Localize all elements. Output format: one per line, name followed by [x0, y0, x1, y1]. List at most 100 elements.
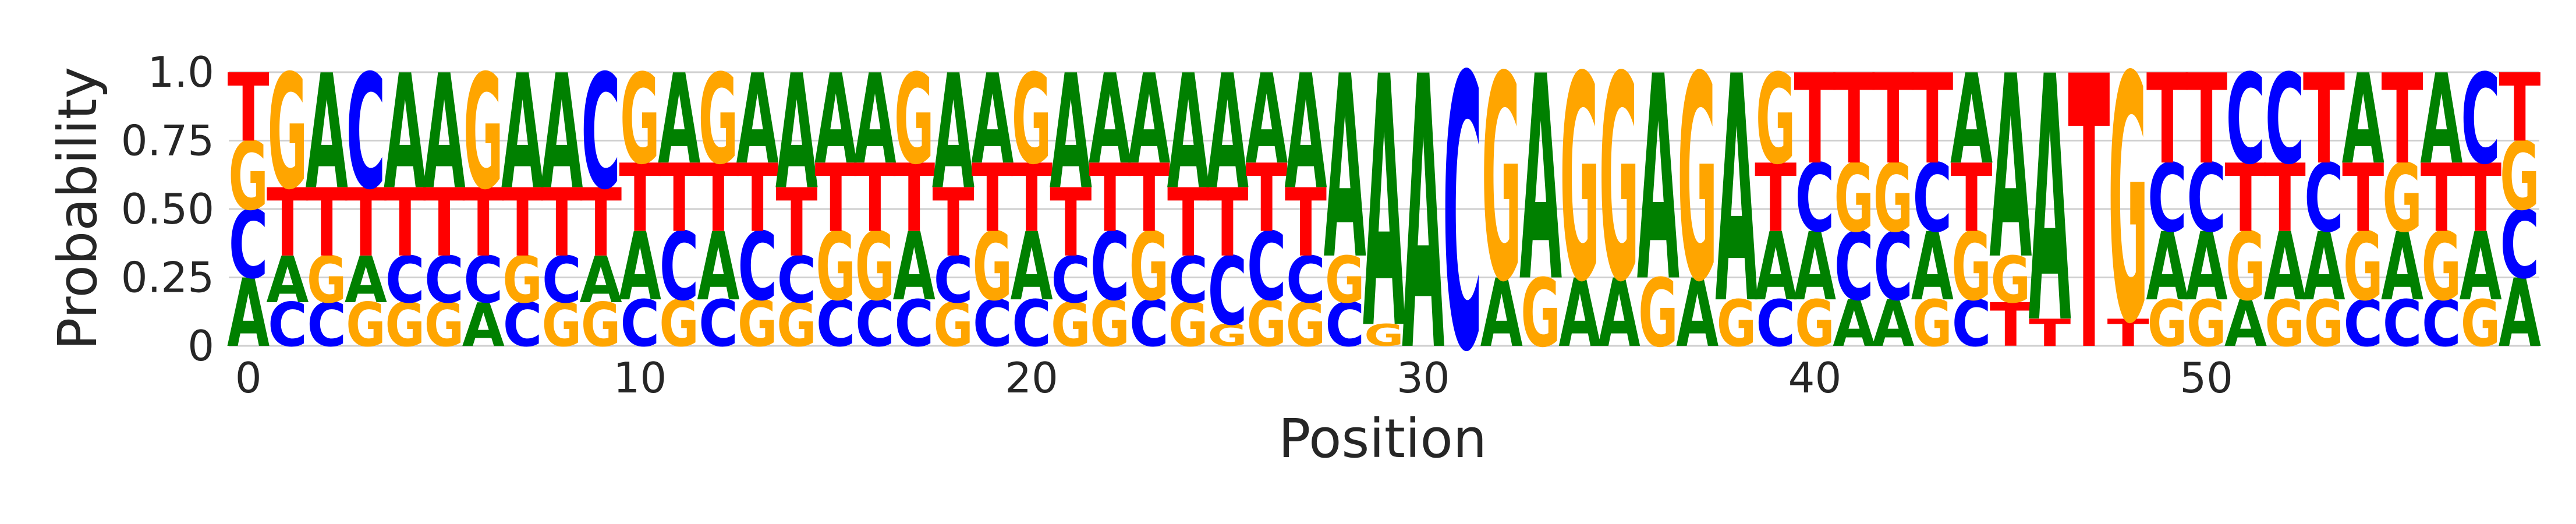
logo-letter-A: A — [1715, 12, 1758, 373]
logo-letter-T: T — [2185, 48, 2227, 192]
logo-column: GATC — [2263, 48, 2306, 361]
logo-letter-T: T — [2303, 48, 2345, 192]
logo-column: GACT — [2146, 48, 2188, 361]
logo-letter-G: G — [1482, 16, 1521, 344]
logo-letter-A: A — [775, 41, 818, 224]
logo-letter-A: A — [1245, 47, 1288, 192]
logo-column: GCTA — [1245, 47, 1288, 361]
logo-letter-A: A — [1363, 5, 1406, 406]
logo-letter-A: A — [1167, 41, 1210, 224]
y-axis-ticks: 00.250.500.751.0 — [121, 48, 214, 370]
logo-letter-A: A — [1206, 41, 1249, 224]
logo-letter-G: G — [1677, 16, 1717, 344]
logo-letter-T: T — [2499, 55, 2540, 164]
logo-letter-A: A — [501, 41, 544, 224]
logo-letter-A: A — [540, 41, 583, 224]
x-tick-label: 30 — [1397, 353, 1450, 402]
logo-letter-C: C — [2265, 48, 2305, 192]
logo-column: CGTA — [306, 41, 348, 360]
logo-letter-G: G — [268, 41, 307, 225]
logo-letter-A: A — [736, 47, 779, 192]
logo-column: ACGT — [1833, 48, 1875, 362]
logo-letter-A: A — [1637, 17, 1680, 345]
logo-letter-A: A — [306, 41, 348, 224]
logo-column: CGTA — [853, 47, 896, 361]
logo-column: GA — [1715, 12, 1758, 373]
logo-column: GCTA — [423, 41, 465, 360]
logo-letter-A: A — [2342, 47, 2384, 192]
logo-letter-A: A — [658, 47, 700, 192]
logo-letter-G: G — [1756, 48, 1795, 193]
logo-letter-G: G — [1560, 16, 1600, 344]
logo-column: CATG — [1011, 48, 1053, 361]
logo-column: GA — [1637, 17, 1680, 369]
logo-letter-T: T — [2381, 48, 2423, 192]
logo-letter-A: A — [2029, 6, 2072, 398]
logo-column: CGA — [1324, 22, 1367, 360]
logo-letter-A: A — [2420, 47, 2462, 192]
x-axis-label: Position — [1278, 408, 1487, 470]
x-tick-label: 10 — [614, 353, 667, 402]
y-tick-label: 0.50 — [121, 185, 214, 233]
logo-column: CGTA — [814, 47, 857, 361]
logo-letter-A: A — [932, 41, 975, 224]
logo-column: CATG — [266, 41, 309, 360]
y-tick-label: 0.75 — [121, 116, 214, 165]
logo-column: GCTA — [1050, 41, 1092, 360]
logo-column: ACGT — [1872, 48, 1914, 362]
logo-letter-A: A — [814, 47, 857, 192]
logo-column: CGTA — [1950, 47, 1993, 361]
logo-column: GCTA — [932, 41, 975, 360]
logo-letter-G: G — [620, 48, 660, 193]
logo-letter-T: T — [1833, 48, 1875, 192]
y-tick-label: 0 — [187, 321, 214, 370]
x-tick-label: 50 — [2180, 353, 2233, 402]
logo-letter-T: T — [228, 55, 270, 164]
logo-column: GCTA — [1284, 41, 1327, 360]
logo-column: CGTA — [1128, 47, 1170, 361]
logo-column: CATG — [697, 48, 739, 361]
logo-column: GACT — [1911, 48, 1954, 361]
logo-letter-A: A — [1128, 47, 1170, 192]
logo-letter-A: A — [1950, 47, 1993, 192]
logo-column: AG — [1480, 16, 1523, 369]
logo-column: GA — [1363, 5, 1406, 406]
logo-letter-A: A — [423, 41, 465, 224]
x-tick-label: 20 — [1005, 353, 1058, 402]
y-tick-label: 0.25 — [121, 253, 214, 302]
logo-column: GATC — [345, 41, 387, 360]
logo-column: TA — [2029, 6, 2072, 398]
y-axis-label: Probability — [47, 67, 109, 350]
x-tick-label: 40 — [1788, 353, 1842, 402]
logo-letter-T: T — [1794, 48, 1836, 192]
logo-letter-C: C — [2226, 48, 2266, 192]
logo-letter-G: G — [2108, 5, 2148, 398]
logo-column: GCTA — [540, 41, 583, 360]
logo-letter-C: C — [346, 41, 386, 225]
logo-letter-G: G — [699, 48, 738, 193]
logo-column: GATC — [580, 41, 622, 360]
logo-column: GA — [1519, 17, 1562, 369]
logo-letter-C: C — [2461, 48, 2500, 192]
logo-letter-A: A — [1284, 41, 1327, 224]
logo-column: GCTA — [775, 41, 818, 360]
logo-letter-A: A — [1089, 47, 1131, 192]
logo-column: TGA — [1989, 22, 2032, 360]
logo-letter-A: A — [971, 47, 1014, 192]
logo-letter-C: C — [581, 41, 621, 225]
logo-letter-A: A — [1989, 22, 2032, 315]
logo-column: T — [2068, 0, 2110, 434]
logo-column: GCTA — [736, 47, 779, 361]
logo-letter-T: T — [1872, 48, 1914, 192]
logo-column: AG — [1676, 16, 1718, 369]
